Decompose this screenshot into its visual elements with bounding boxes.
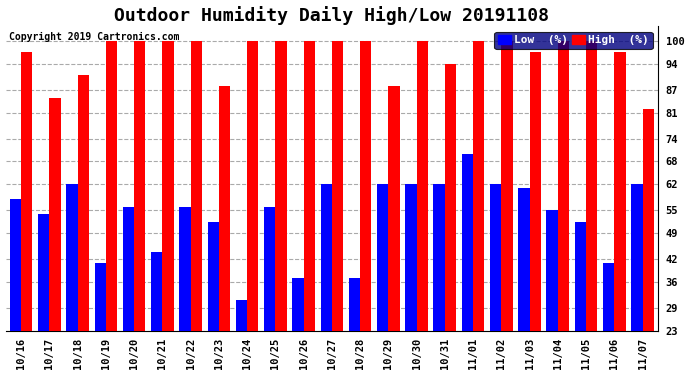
Bar: [642, 109, 654, 330]
Bar: [614, 53, 626, 330]
Bar: [162, 41, 174, 330]
Bar: [236, 300, 247, 330]
Bar: [631, 184, 642, 330]
Bar: [275, 41, 286, 330]
Bar: [321, 184, 332, 330]
Legend: Low  (%), High  (%): Low (%), High (%): [495, 32, 653, 49]
Bar: [603, 263, 614, 330]
Bar: [123, 207, 134, 330]
Bar: [518, 188, 529, 330]
Bar: [21, 53, 32, 330]
Bar: [50, 98, 61, 330]
Bar: [445, 64, 456, 330]
Bar: [473, 41, 484, 330]
Text: Copyright 2019 Cartronics.com: Copyright 2019 Cartronics.com: [9, 32, 179, 42]
Bar: [360, 41, 371, 330]
Bar: [348, 278, 360, 330]
Bar: [304, 41, 315, 330]
Bar: [219, 86, 230, 330]
Bar: [529, 53, 541, 330]
Bar: [377, 184, 388, 330]
Bar: [151, 252, 162, 330]
Bar: [388, 86, 400, 330]
Bar: [247, 41, 258, 330]
Bar: [293, 278, 304, 330]
Bar: [264, 207, 275, 330]
Bar: [106, 41, 117, 330]
Bar: [490, 184, 502, 330]
Bar: [66, 184, 77, 330]
Bar: [433, 184, 445, 330]
Bar: [405, 184, 417, 330]
Bar: [95, 263, 106, 330]
Bar: [575, 222, 586, 330]
Bar: [10, 199, 21, 330]
Title: Outdoor Humidity Daily High/Low 20191108: Outdoor Humidity Daily High/Low 20191108: [115, 6, 549, 24]
Bar: [179, 207, 190, 330]
Bar: [546, 210, 558, 330]
Bar: [586, 41, 598, 330]
Bar: [417, 41, 428, 330]
Bar: [77, 75, 89, 330]
Bar: [208, 222, 219, 330]
Bar: [502, 41, 513, 330]
Bar: [558, 41, 569, 330]
Bar: [190, 41, 202, 330]
Bar: [332, 41, 343, 330]
Bar: [134, 41, 146, 330]
Bar: [462, 154, 473, 330]
Bar: [38, 214, 50, 330]
